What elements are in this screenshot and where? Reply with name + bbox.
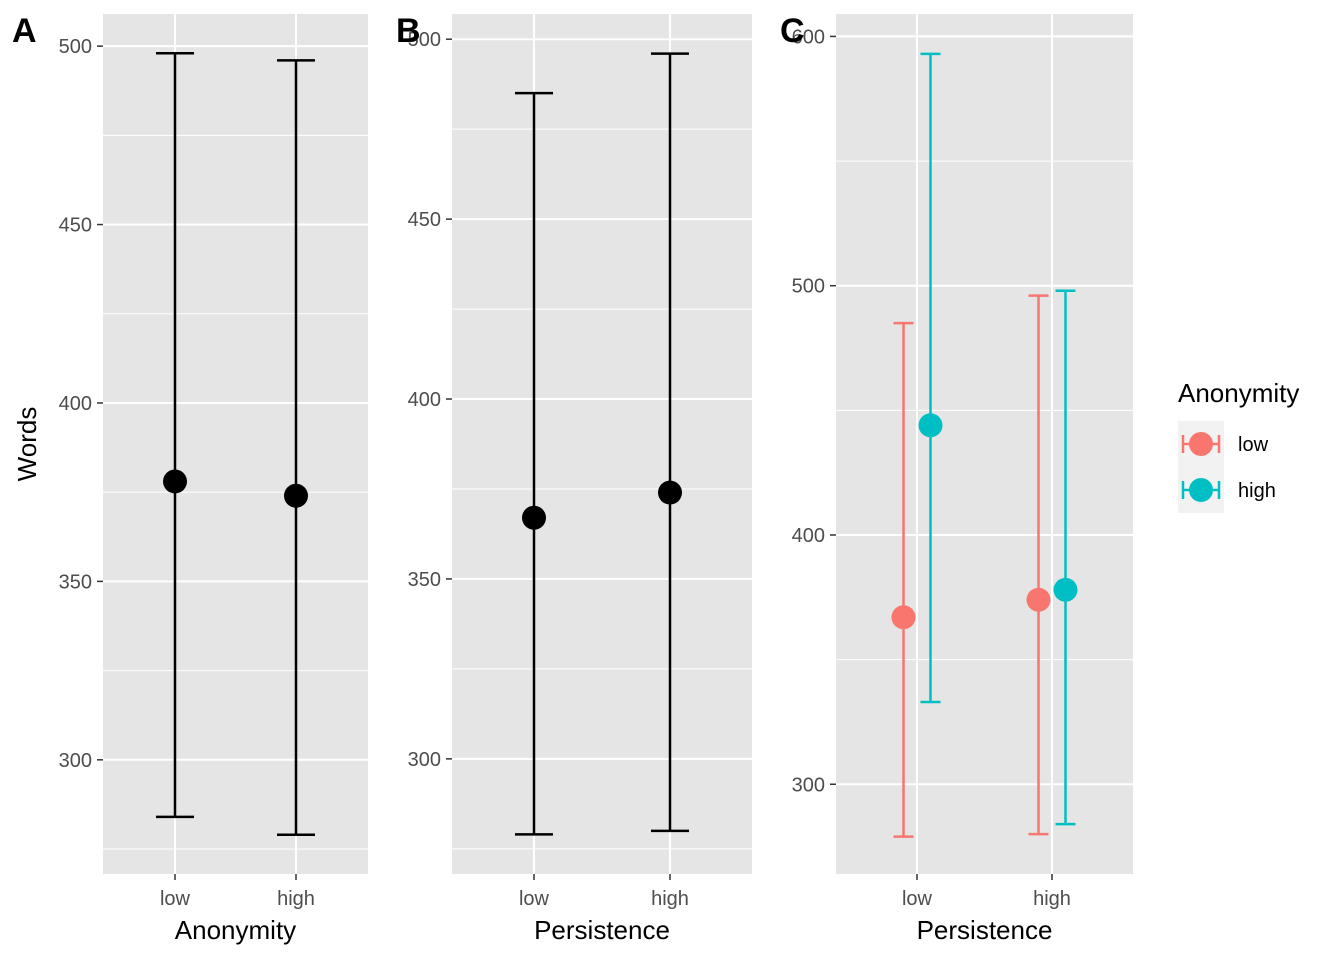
x-axis-title: Persistence <box>534 915 670 945</box>
x-axis-title: Persistence <box>917 915 1053 945</box>
data-point <box>658 480 682 505</box>
y-tick-label: 350 <box>408 569 441 591</box>
y-axis-title: Words <box>12 407 42 482</box>
panel-c: 300 400 500 600 low high Persistence C <box>780 12 1133 945</box>
y-tick-label: 300 <box>59 750 92 772</box>
y-tick-label: 450 <box>408 209 441 231</box>
data-point <box>522 505 546 530</box>
x-tick-label: low <box>519 888 550 910</box>
y-tick-label: 350 <box>59 571 92 593</box>
y-tick-label: 500 <box>408 29 441 51</box>
y-tick-label: 400 <box>792 525 825 547</box>
legend-key-point <box>1189 432 1213 456</box>
legend-label: high <box>1238 480 1276 502</box>
x-tick-label: low <box>160 888 191 910</box>
data-point <box>1053 577 1078 602</box>
y-tick-label: 300 <box>408 749 441 771</box>
legend-title: Anonymity <box>1178 378 1299 408</box>
y-tick-label: 600 <box>792 26 825 48</box>
y-tick-label: 450 <box>59 215 92 237</box>
panel-tag: A <box>12 12 37 50</box>
y-tick-label: 500 <box>59 36 92 58</box>
panel-background <box>103 14 368 874</box>
data-point <box>891 605 916 630</box>
y-tick-label: 500 <box>792 276 825 298</box>
x-tick-label: high <box>651 888 689 910</box>
legend-label: low <box>1238 434 1269 456</box>
series-s0 <box>156 52 315 836</box>
x-tick-label: high <box>1033 888 1071 910</box>
y-tick-label: 300 <box>792 774 825 796</box>
panel-tag: B <box>396 12 421 50</box>
legend-key-point <box>1189 478 1213 502</box>
data-point <box>284 483 308 508</box>
panel-background <box>836 14 1133 874</box>
x-tick-label: high <box>277 888 315 910</box>
panel-a: 300 350 400 450 500 low high Anonymity Words A <box>12 12 368 945</box>
panel-tag: C <box>780 12 805 50</box>
series-s0 <box>515 52 689 836</box>
legend: Anonymity low high <box>1178 378 1299 513</box>
data-point <box>1026 587 1051 612</box>
panel-b: 300 350 400 450 500 low high Persistence B <box>396 12 752 945</box>
data-point <box>918 413 943 438</box>
data-point <box>163 469 187 494</box>
x-axis-title: Anonymity <box>175 915 296 945</box>
series-high <box>918 52 1078 826</box>
y-tick-label: 400 <box>408 389 441 411</box>
series-low <box>891 294 1051 838</box>
panel-background <box>452 14 752 874</box>
y-tick-label: 400 <box>59 393 92 415</box>
x-tick-label: low <box>902 888 933 910</box>
